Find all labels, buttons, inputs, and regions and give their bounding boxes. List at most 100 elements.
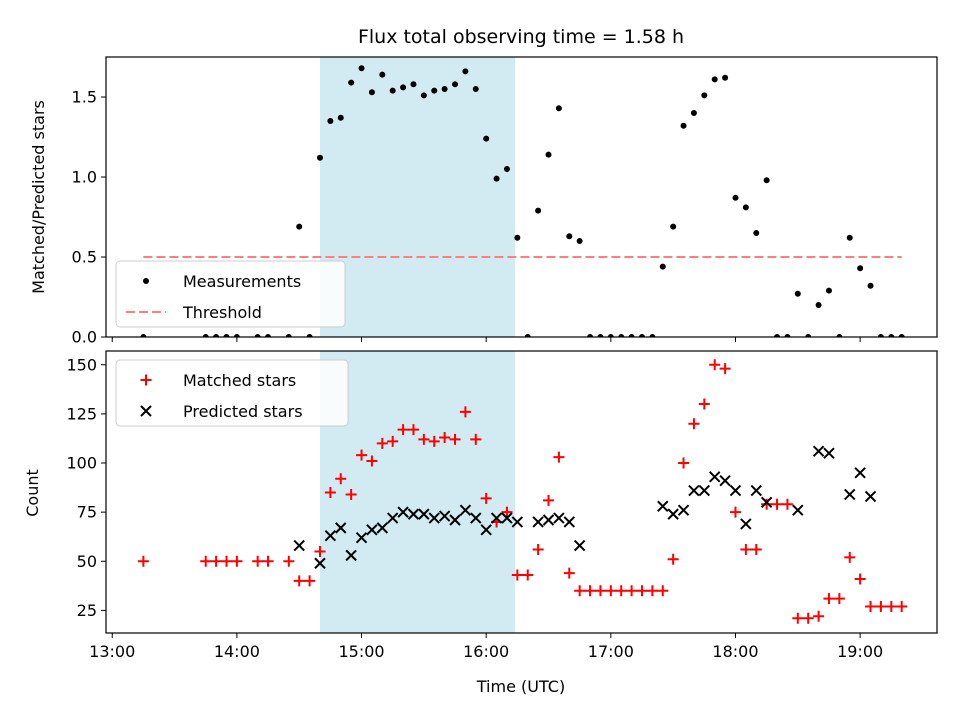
matched-star-point (345, 488, 357, 500)
bottom-panel-y-axis-label: Count (23, 469, 42, 517)
predicted-star-point (293, 539, 305, 552)
legend-label: Measurements (183, 272, 301, 291)
measurement-point (316, 154, 323, 161)
measurement-point (483, 135, 490, 142)
measurement-point (670, 223, 677, 230)
legend-label: Matched stars (183, 371, 296, 390)
y-tick-label: 1.5 (72, 88, 97, 107)
matched-star-point (231, 555, 243, 567)
top-panel-y-axis-label: Matched/Predicted stars (29, 100, 48, 294)
measurement-point (566, 233, 573, 240)
observing-span (319, 57, 516, 337)
legend-1: Matched stars Predicted stars (115, 359, 349, 427)
matched-star-point (719, 363, 731, 375)
panel-0: 0.0 0.5 1.0 1.5 Measurements Threshold (72, 56, 938, 347)
matched-star-point (761, 498, 773, 510)
measurement-point (462, 68, 469, 75)
predicted-star-point (657, 500, 669, 512)
measurement-point (254, 334, 261, 337)
predicted-star-point (345, 549, 357, 562)
matched-star-point (418, 433, 430, 445)
measurement-point (441, 86, 448, 92)
y-tick-label: 25 (77, 601, 97, 620)
matched-star-point (262, 555, 274, 567)
matched-star-point (667, 553, 679, 565)
matched-star-point (615, 585, 627, 597)
predicted-star-point (792, 504, 804, 516)
legend-0: Measurements Threshold (115, 260, 346, 328)
measurement-point (690, 110, 697, 116)
predicted-star-point (501, 512, 513, 524)
panel-1: 25 50 75 100 125 150 13:00 14:00 15:00 16:00 17:00… (66, 350, 938, 661)
matched-star-point (626, 585, 638, 597)
matched-star-point (740, 543, 752, 555)
y-tick-label: 0.0 (72, 328, 97, 347)
predicted-star-point (335, 522, 347, 534)
measurement-point (607, 334, 614, 337)
measurement-point (514, 234, 521, 241)
measurement-point (493, 175, 500, 182)
y-tick-label: 75 (77, 503, 97, 522)
matched-star-point (304, 575, 316, 587)
measurement-point (400, 84, 407, 91)
predicted-star-point (542, 514, 555, 526)
measurement-point (722, 74, 729, 81)
matched-star-point (844, 551, 856, 563)
legend-marker (140, 405, 152, 417)
predicted-star-point (563, 516, 575, 528)
predicted-star-point (355, 531, 368, 544)
measurement-point (524, 334, 531, 337)
measurement-point (348, 79, 355, 86)
matched-star-point (407, 424, 419, 436)
measurement-point (638, 334, 645, 337)
x-tick-label: 17:00 (588, 642, 634, 661)
matched-star-point (865, 600, 877, 612)
measurement-point (846, 234, 853, 241)
measurement-point (805, 334, 812, 337)
matched-star-point (792, 612, 804, 624)
matched-star-point (543, 494, 555, 506)
matched-star-point (293, 575, 305, 587)
measurement-point (140, 334, 147, 337)
measurement-point (742, 204, 749, 211)
measurement-point (857, 265, 864, 272)
matched-star-point (563, 567, 575, 579)
predicted-star-point (407, 508, 420, 520)
legend-label: Threshold (182, 303, 262, 322)
predicted-star-point (823, 447, 835, 459)
measurement-point (431, 87, 438, 94)
measurement-point (555, 105, 562, 112)
matched-star-point (750, 543, 762, 555)
predicted-star-point (553, 512, 565, 524)
predicted-star-point (386, 512, 399, 524)
predicted-star-point (376, 522, 389, 534)
predicted-star-point (418, 508, 430, 520)
measurement-point (306, 334, 313, 337)
y-tick-label: 0.5 (72, 248, 97, 267)
matched-star-point (137, 555, 149, 567)
matched-star-point (376, 437, 388, 449)
predicted-star-point (324, 530, 337, 542)
measurement-point (452, 81, 459, 88)
predicted-star-point (677, 504, 690, 516)
y-tick-label: 100 (66, 454, 97, 473)
predicted-star-point (698, 484, 711, 497)
predicted-star-point (854, 467, 866, 479)
measurement-point (774, 334, 781, 337)
matched-star-point (709, 359, 721, 371)
measurement-point (358, 65, 365, 72)
data-marks (140, 65, 905, 337)
matched-star-point (605, 585, 617, 597)
matched-star-point (875, 600, 887, 612)
measurement-point (213, 334, 220, 337)
matched-star-point (366, 455, 378, 467)
matched-star-point (428, 435, 440, 447)
observing-span (319, 351, 516, 633)
measurement-point (867, 282, 874, 289)
predicted-star-point (844, 488, 856, 501)
measurement-point (649, 334, 656, 337)
measurement-point (784, 334, 791, 337)
measurement-point (337, 114, 344, 121)
measurement-point (265, 334, 272, 337)
axes-frame (105, 56, 938, 338)
